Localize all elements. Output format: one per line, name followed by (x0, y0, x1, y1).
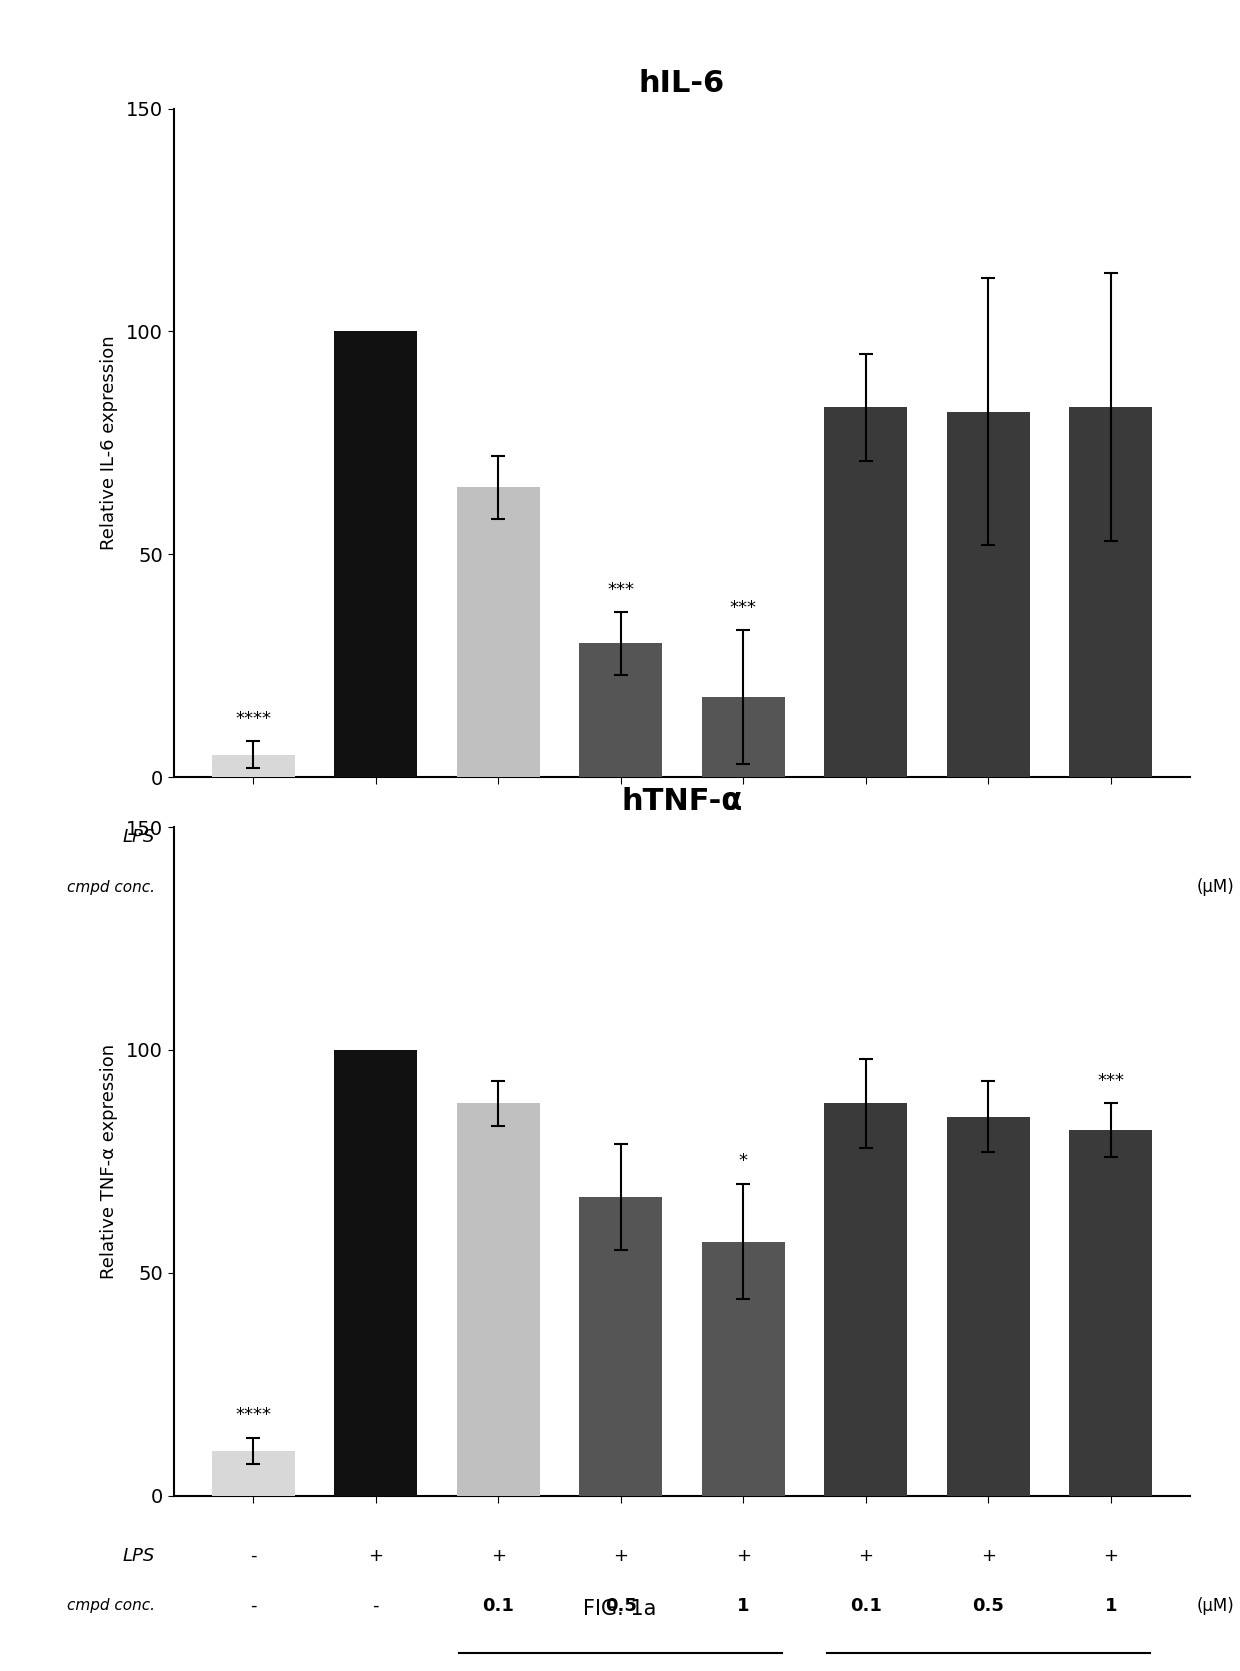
Text: 0.5: 0.5 (605, 879, 636, 896)
Text: +: + (735, 829, 750, 846)
Bar (825, 1103, 908, 1496)
Text: ****: **** (236, 1407, 272, 1424)
Text: LPS: LPS (123, 829, 155, 846)
Bar (702, 1242, 785, 1496)
Text: +: + (614, 829, 629, 846)
Text: ***: *** (608, 582, 634, 598)
Bar (212, 755, 295, 777)
Text: *: * (739, 1153, 748, 1170)
Text: -: - (250, 1547, 257, 1564)
Text: +: + (858, 829, 873, 846)
Text: +: + (1104, 829, 1118, 846)
Bar (1069, 1130, 1152, 1496)
Text: +: + (614, 1547, 629, 1564)
Title: hTNF-α: hTNF-α (621, 787, 743, 817)
Bar (334, 331, 418, 777)
Bar (946, 1116, 1030, 1496)
Text: 1: 1 (737, 879, 749, 896)
Text: LPS: LPS (123, 1547, 155, 1564)
Text: (μM): (μM) (1197, 879, 1234, 896)
Bar (334, 1049, 418, 1496)
Text: +: + (491, 829, 506, 846)
Text: 1: 1 (737, 1597, 749, 1614)
Text: +: + (858, 1547, 873, 1564)
Text: -: - (250, 879, 257, 896)
Bar (1069, 408, 1152, 777)
Text: FIG. 1a: FIG. 1a (583, 1599, 657, 1619)
Y-axis label: Relative IL-6 expression: Relative IL-6 expression (99, 336, 118, 550)
Y-axis label: Relative TNF-α expression: Relative TNF-α expression (99, 1044, 118, 1278)
Text: ***: *** (1097, 1073, 1125, 1089)
Text: -: - (250, 1597, 257, 1614)
Text: 0.1: 0.1 (849, 879, 882, 896)
Text: +: + (981, 1547, 996, 1564)
Text: cmpd conc.: cmpd conc. (67, 881, 155, 894)
Text: 1: 1 (1105, 879, 1117, 896)
Bar (456, 1103, 539, 1496)
Text: 1: 1 (1105, 1597, 1117, 1614)
Text: -: - (250, 829, 257, 846)
Text: Compound 1: Compound 1 (563, 968, 678, 986)
Text: +: + (735, 1547, 750, 1564)
Bar (456, 488, 539, 777)
Bar (212, 1450, 295, 1496)
Text: cmpd conc.: cmpd conc. (67, 1599, 155, 1613)
Text: +: + (368, 1547, 383, 1564)
Text: (μM): (μM) (1197, 1597, 1234, 1614)
Text: +: + (368, 829, 383, 846)
Text: 0.1: 0.1 (849, 1597, 882, 1614)
Text: -: - (372, 1597, 379, 1614)
Text: -: - (372, 879, 379, 896)
Text: 0.1: 0.1 (482, 879, 515, 896)
Bar (702, 697, 785, 777)
Text: ***: *** (730, 598, 756, 617)
Text: ****: **** (236, 710, 272, 729)
Bar (579, 643, 662, 777)
Text: 0.5: 0.5 (605, 1597, 636, 1614)
Text: 0.5: 0.5 (972, 1597, 1004, 1614)
Text: +: + (491, 1547, 506, 1564)
Bar (946, 411, 1030, 777)
Text: +: + (981, 829, 996, 846)
Text: +: + (1104, 1547, 1118, 1564)
Text: 0.1: 0.1 (482, 1597, 515, 1614)
Bar (579, 1196, 662, 1496)
Bar (825, 408, 908, 777)
Text: 0.5: 0.5 (972, 879, 1004, 896)
Text: Harmine: Harmine (950, 968, 1027, 986)
Title: hIL-6: hIL-6 (639, 69, 725, 99)
